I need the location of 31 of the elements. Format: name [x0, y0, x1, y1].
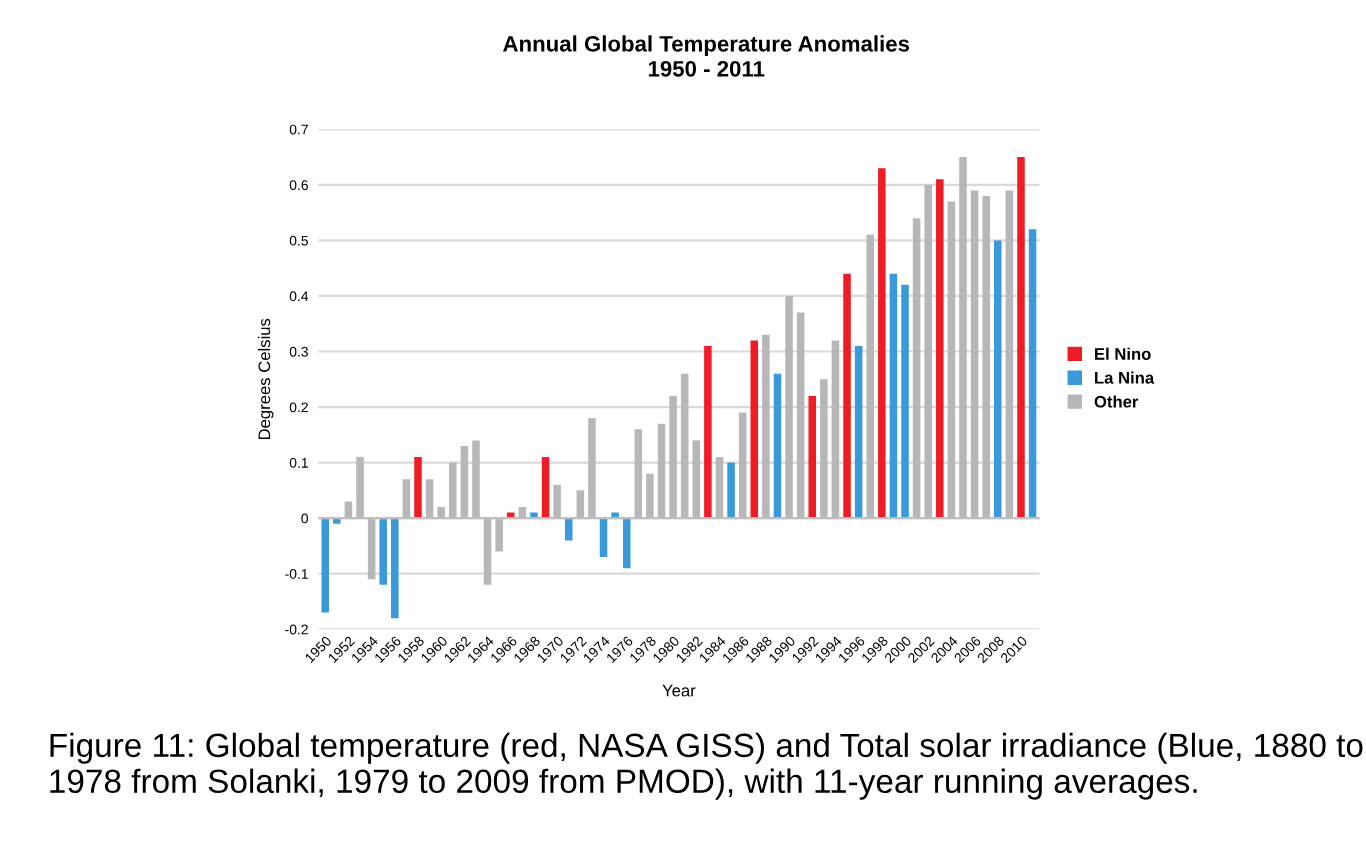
bar	[808, 395, 817, 519]
bar	[541, 457, 550, 519]
legend-label: El Nino	[1095, 347, 1151, 360]
y-axis-title: Degrees Celsius	[257, 318, 274, 440]
bar	[1017, 157, 1025, 519]
bar	[878, 168, 886, 519]
bar	[391, 518, 399, 619]
bar	[564, 518, 573, 541]
bar	[379, 518, 387, 585]
bar	[321, 518, 329, 613]
bar	[750, 340, 759, 519]
bar	[1028, 229, 1037, 519]
bar	[599, 518, 608, 558]
legend-label: Other	[1094, 395, 1139, 408]
bar	[994, 240, 1002, 519]
bar	[901, 284, 909, 519]
bar	[727, 462, 735, 519]
bar	[854, 345, 863, 519]
bar	[773, 373, 782, 519]
bar	[843, 273, 851, 519]
bar	[333, 518, 341, 524]
bar	[622, 518, 631, 569]
x-axis-title: Year	[662, 684, 696, 697]
bar	[889, 273, 898, 519]
bar	[936, 179, 944, 519]
bar	[414, 457, 422, 519]
legend-label: La Nina	[1095, 371, 1155, 384]
caption: Figure 11: Global temperature (red, NASA GISS) and Total solar irradiance (Blue, 1880 to 1978 from Solanki, 1979 to 2009 from PMOD), with 11-year running averages.	[50, 732, 1363, 800]
bar	[704, 345, 712, 519]
chart-title: Annual Global Temperature Anomalies	[503, 35, 910, 57]
chart-subtitle: 1950 - 2011	[648, 60, 765, 77]
